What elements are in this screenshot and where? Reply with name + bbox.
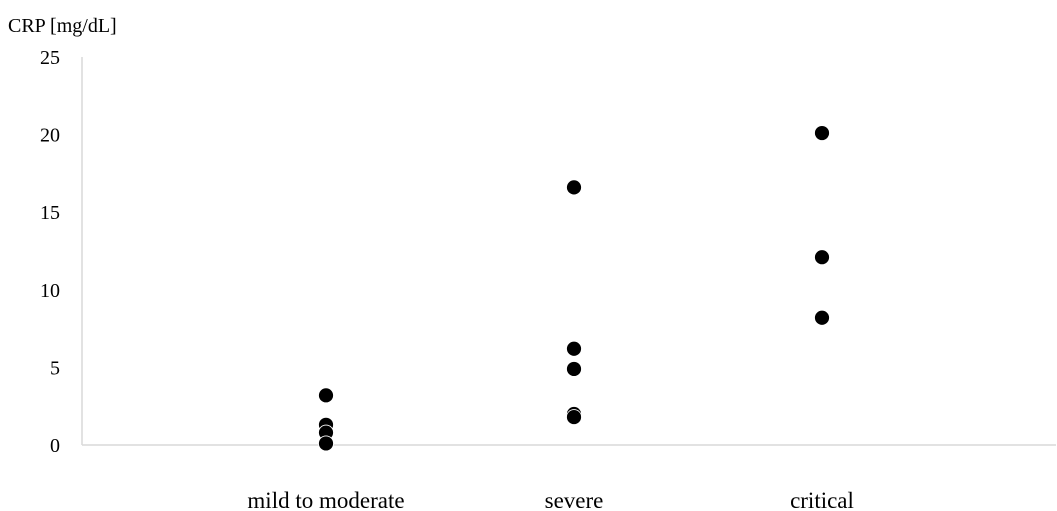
data-point <box>318 387 334 404</box>
y-tick-label: 20 <box>40 125 60 147</box>
category-label: mild to moderate <box>247 488 404 511</box>
data-point <box>318 435 334 452</box>
y-tick-label: 5 <box>50 357 60 379</box>
y-axis-title: CRP [mg/dL] <box>8 15 117 37</box>
y-tick-label: 25 <box>40 47 60 69</box>
data-point <box>566 179 582 196</box>
category-labels: mild to moderate severe critical <box>247 488 854 511</box>
category-label: severe <box>545 488 604 511</box>
data-points <box>318 125 830 452</box>
data-point <box>566 340 582 357</box>
y-tick-labels: 0 5 10 15 20 25 <box>40 47 60 457</box>
data-point <box>566 409 582 425</box>
data-point <box>814 125 830 141</box>
y-tick-label: 0 <box>50 435 60 457</box>
data-point <box>814 249 830 266</box>
y-tick-label: 10 <box>40 280 60 302</box>
y-tick-label: 15 <box>40 202 60 224</box>
category-label: critical <box>790 488 854 511</box>
data-point <box>814 309 830 326</box>
data-point <box>566 361 582 377</box>
